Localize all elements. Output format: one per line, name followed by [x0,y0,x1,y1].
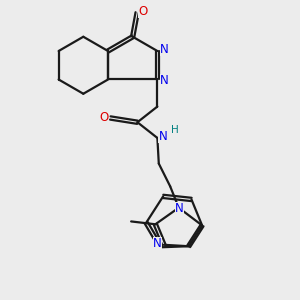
Text: O: O [138,4,147,17]
Text: N: N [160,43,168,56]
Text: N: N [175,202,184,215]
Text: N: N [158,130,167,143]
Text: N: N [153,237,162,250]
Text: H: H [171,124,178,134]
Text: N: N [160,74,168,87]
Text: O: O [100,111,109,124]
